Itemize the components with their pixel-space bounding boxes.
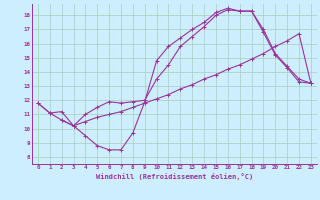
X-axis label: Windchill (Refroidissement éolien,°C): Windchill (Refroidissement éolien,°C) [96, 173, 253, 180]
